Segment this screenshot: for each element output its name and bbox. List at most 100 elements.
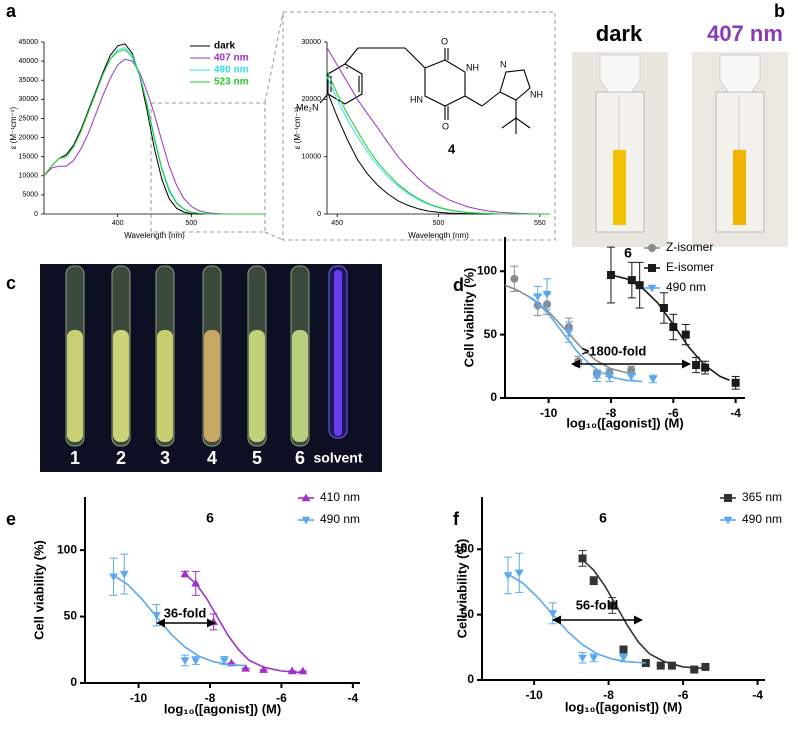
x-tick-label: 500: [185, 220, 197, 227]
y-tick-label: 20000: [19, 134, 39, 141]
legend-label: Z-isomer: [666, 240, 713, 254]
marker: [627, 276, 636, 285]
legend-marker: [648, 244, 656, 252]
fit-curve: [184, 573, 300, 674]
marker: [641, 659, 650, 668]
x-axis-label: log₁₀([agonist]) (M): [566, 415, 683, 430]
y-tick-label: 0: [70, 675, 77, 689]
marker: [592, 373, 602, 381]
x-tick-label: -4: [348, 691, 359, 705]
marker: [578, 554, 587, 563]
x-tick-label: -4: [730, 406, 741, 420]
legend-label: 490 nm: [742, 512, 782, 526]
x-tick-label: 500: [433, 220, 445, 227]
chart-title: 6: [599, 510, 607, 526]
marker: [503, 572, 513, 580]
y-tick-label: 10000: [19, 173, 39, 180]
x-tick-label: -8: [603, 688, 614, 702]
marker: [287, 666, 297, 675]
legend-marker: [301, 493, 311, 502]
tube-fluid: [67, 330, 83, 442]
legend-label: 410 nm: [320, 490, 360, 504]
tube-label: solvent: [313, 450, 362, 466]
marker: [669, 323, 678, 332]
vial-label: dark: [596, 21, 643, 46]
y-axis-label: ε (M⁻¹cm⁻¹): [293, 107, 302, 150]
y-tick-label: 0: [467, 672, 474, 686]
marker: [667, 661, 676, 670]
x-axis-label: Wavelength (nm): [408, 231, 469, 240]
x-tick-label: -6: [668, 406, 679, 420]
spectrum-line: [43, 49, 265, 215]
legend-marker: [724, 494, 732, 502]
marker: [180, 657, 190, 665]
x-axis-label: Wavelength (nm): [124, 231, 185, 240]
chart-title: 6: [206, 510, 214, 526]
x-tick-label: 450: [331, 220, 343, 227]
marker: [690, 665, 699, 674]
panel-label: b: [774, 1, 785, 21]
y-tick-label: 25000: [19, 115, 39, 122]
y-tick-label: 35000: [19, 77, 39, 84]
x-tick-label: -6: [276, 691, 287, 705]
tube-fluid: [113, 330, 129, 442]
atom-label: Me₂N: [296, 102, 319, 112]
legend-marker: [723, 516, 733, 525]
tubes: 1 2 3 4 5 6 solvent: [65, 265, 363, 468]
annotation: 56-fold: [576, 597, 619, 612]
atom-label: O: [442, 121, 449, 131]
annotation: 36-fold: [164, 605, 207, 620]
marker: [119, 570, 129, 579]
y-tick-label: 100: [454, 541, 474, 555]
marker: [548, 610, 558, 618]
x-tick-label: 400: [112, 220, 124, 227]
marker: [241, 663, 251, 672]
y-axis-label: Cell viability (%): [31, 540, 46, 640]
zoom-guides: [150, 11, 556, 241]
marker: [701, 662, 710, 671]
marker: [692, 361, 701, 370]
y-tick-label: 50: [461, 607, 475, 621]
y-tick-label: 100: [57, 542, 77, 556]
atom-label: NH: [530, 89, 543, 99]
vial-photos: [572, 52, 788, 247]
y-tick-label: 50: [484, 327, 498, 341]
marker: [619, 645, 628, 654]
y-tick-label: 30000: [19, 96, 39, 103]
marker: [701, 363, 710, 372]
compound-label: 4: [448, 141, 456, 156]
marker: [514, 569, 524, 578]
marker: [606, 271, 615, 280]
panel-label: a: [6, 1, 17, 21]
tube-label: 4: [207, 448, 217, 468]
y-tick-label: 0: [317, 211, 321, 218]
marker: [191, 657, 201, 665]
marker: [259, 665, 268, 673]
x-tick-label: -10: [540, 406, 558, 420]
marker: [578, 654, 587, 663]
spectrum-line: [326, 47, 550, 215]
panel-label: d: [453, 275, 464, 295]
marker: [589, 576, 598, 585]
legend-label: 523 nm: [214, 77, 249, 88]
atom-label: NH: [466, 62, 479, 72]
y-tick-label: 5000: [22, 192, 38, 199]
marker: [219, 657, 229, 665]
annotation: >1800-fold: [582, 343, 647, 358]
x-axis-label: log₁₀([agonist]) (M): [164, 701, 281, 716]
tube-label: 3: [160, 448, 170, 468]
y-tick-label: 0: [490, 390, 497, 404]
y-tick-label: 15000: [19, 154, 39, 161]
tube-fluid: [157, 330, 173, 442]
tube-label: 6: [295, 448, 305, 468]
x-axis-label: log₁₀([agonist]) (M): [565, 699, 682, 714]
marker: [648, 375, 658, 384]
x-tick-label: -10: [130, 691, 148, 705]
legend-label: 490 nm: [320, 512, 360, 526]
y-tick-label: 10000: [302, 154, 322, 161]
marker: [589, 654, 599, 663]
marker: [619, 654, 628, 663]
y-axis-label: Cell viability (%): [454, 539, 469, 639]
marker: [564, 328, 574, 337]
marker: [731, 378, 740, 387]
